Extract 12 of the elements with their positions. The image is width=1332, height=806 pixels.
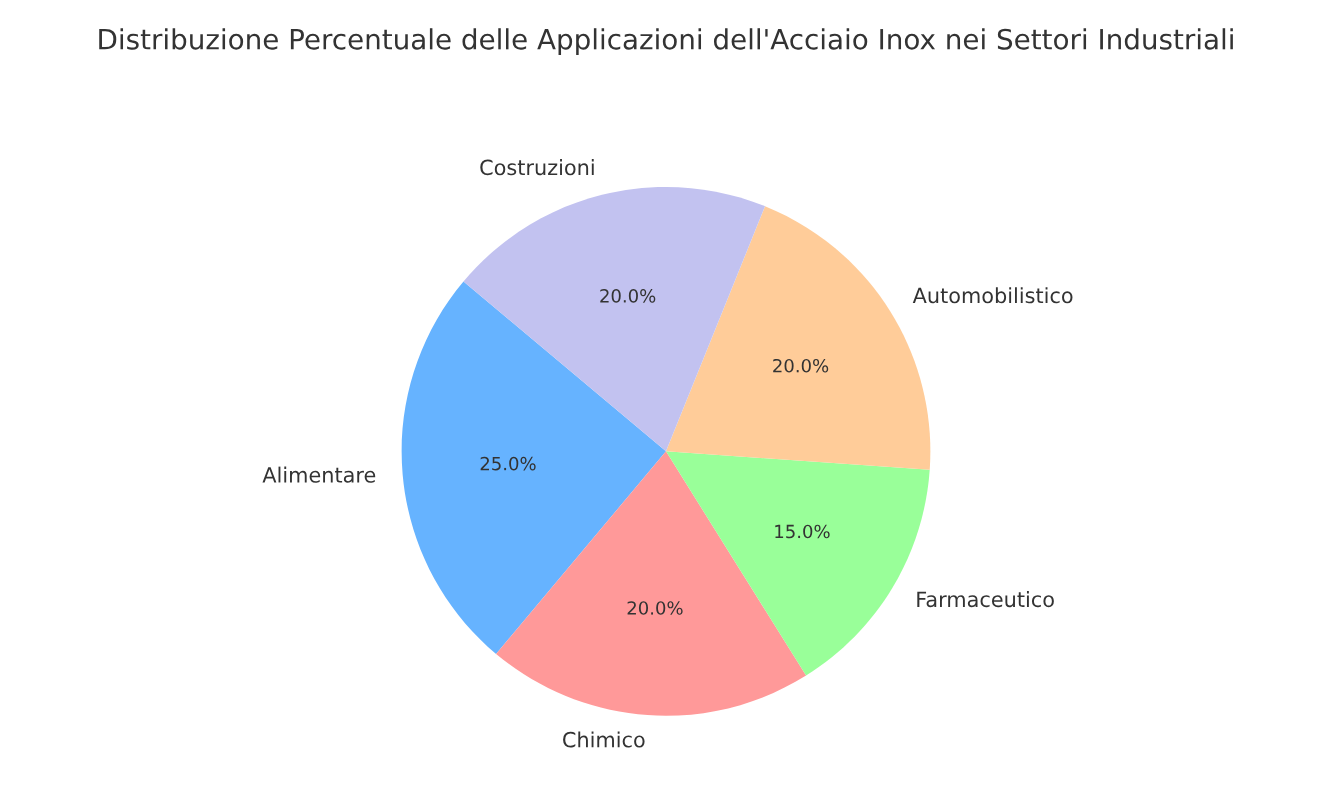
data-label: 25.0% [480, 456, 536, 471]
pie-slice [463, 187, 766, 452]
slice-label: Alimentare [262, 466, 376, 483]
slice-label: Farmaceutico [917, 591, 1054, 608]
data-label: 20.0% [627, 601, 683, 615]
data-label: 20.0% [600, 289, 656, 303]
data-label: 15.0% [775, 524, 830, 539]
slice-label: Automobilistico [912, 287, 1073, 304]
chart-title: Distribuzione Percentuale delle Applicazioni dell'Acciaio Inox nei Settori Industriali [99, 28, 1233, 56]
slice-label: Costruzioni [480, 159, 594, 176]
data-label: 20.0% [773, 358, 829, 373]
slice-label: Chimico [563, 731, 645, 748]
